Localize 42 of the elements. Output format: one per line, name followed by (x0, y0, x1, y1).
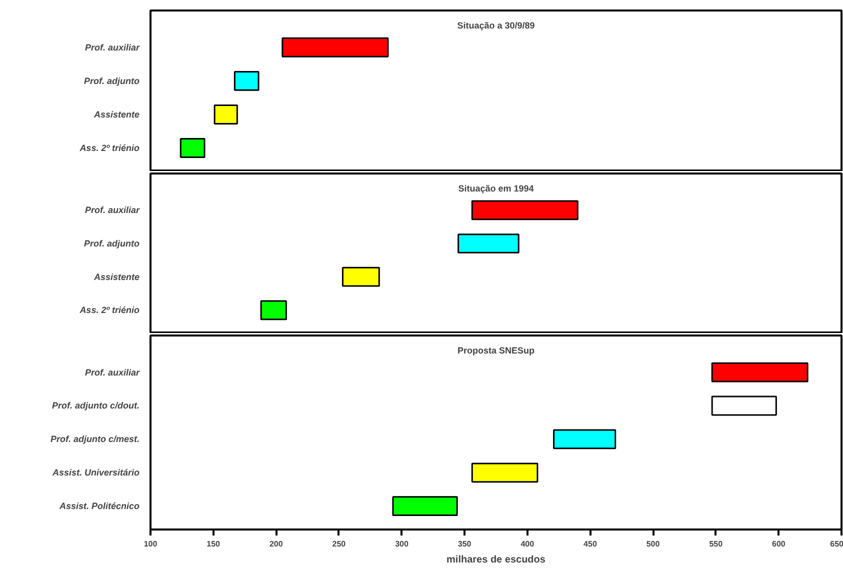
y-tick-label: Prof. adjunto c/dout. (52, 400, 140, 411)
bar (180, 138, 206, 158)
bar (234, 70, 260, 91)
y-tick-label: Prof. auxiliar (84, 42, 140, 52)
bar (458, 234, 520, 254)
bar (214, 104, 238, 124)
bar (553, 429, 616, 450)
y-tick-label: Prof. adjunto c/mest. (50, 434, 140, 444)
x-tick-label: 450 (584, 540, 598, 548)
y-tick-label: Assistente (92, 272, 140, 282)
x-tick-label: 150 (206, 540, 221, 548)
y-tick-label: Ass. 2º triénio (78, 305, 140, 316)
x-tick-label: 100 (144, 540, 158, 548)
x-tick-label: 350 (458, 540, 472, 548)
y-tick-label: Assistente (92, 109, 140, 120)
x-tick-label: 650 (830, 540, 843, 548)
y-tick-label: Prof. adjunto (84, 238, 140, 248)
bar (342, 266, 380, 287)
text: Proposta SNESup (457, 346, 536, 356)
bar (711, 396, 777, 416)
text: Situação a 30/9/89 (457, 20, 535, 31)
x-tick-label: 400 (520, 540, 535, 548)
x-tick-label: 500 (646, 540, 660, 548)
bar (282, 37, 389, 58)
bar (471, 462, 538, 483)
text: Situação em 1994 (458, 184, 534, 194)
bar (471, 200, 578, 220)
x-tick-label: 250 (332, 540, 346, 548)
bar (711, 362, 808, 382)
y-tick-label: Assist. Politécnico (58, 501, 140, 512)
bar (392, 496, 458, 516)
x-tick-label: 200 (269, 540, 284, 548)
x-tick-label: 300 (395, 540, 409, 548)
y-tick-label: Prof. auxiliar (84, 205, 140, 216)
y-tick-label: Ass. 2º triénio (78, 143, 140, 154)
bar (260, 300, 287, 320)
y-tick-label: Prof. auxiliar (84, 367, 140, 378)
x-tick-label: 600 (772, 540, 786, 548)
y-tick-label: Prof. adjunto (84, 76, 140, 86)
y-tick-label: Assist. Universitário (51, 468, 140, 478)
x-tick-label: 550 (709, 540, 724, 548)
x-axis-title: milhares de escudos (446, 554, 546, 566)
